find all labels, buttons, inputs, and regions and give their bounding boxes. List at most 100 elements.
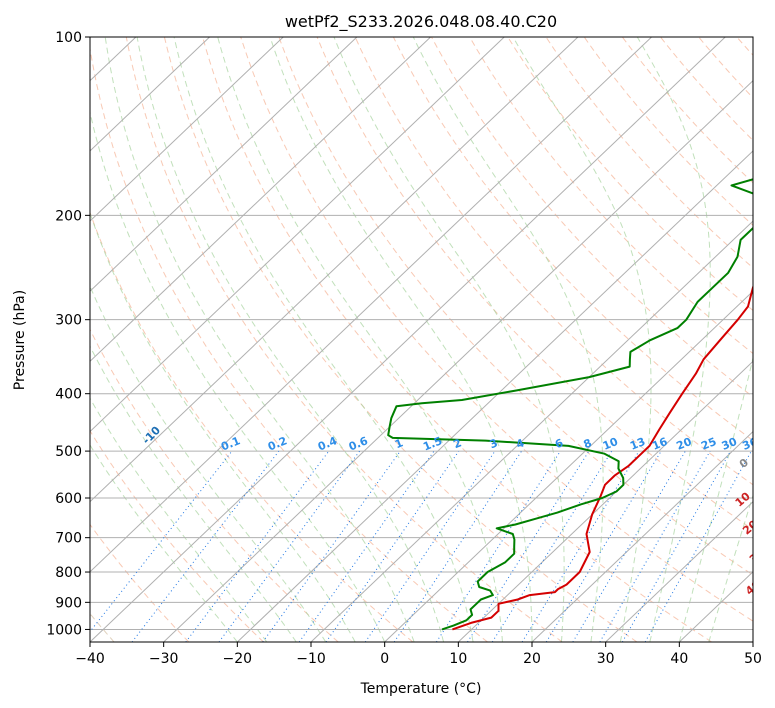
mixing-ratio-line — [491, 450, 613, 642]
x-axis-label: Temperature (°C) — [360, 681, 482, 697]
moist-adiabat — [512, 37, 652, 642]
mixing-ratio-label: 25 — [699, 435, 718, 453]
mixing-ratio-line — [90, 450, 233, 633]
y-tick-label: 400 — [55, 387, 82, 403]
x-tick-label: −20 — [223, 651, 253, 667]
mixing-ratio-label: 3 — [488, 436, 500, 451]
dry-adiabat — [392, 37, 753, 442]
moist-adiabat — [90, 397, 268, 642]
isotherm — [90, 37, 210, 152]
dewpoint-profile-line — [387, 178, 753, 631]
mixing-ratio-label: 1 — [393, 436, 405, 451]
moist-adiabat — [678, 355, 753, 642]
isotherm — [90, 37, 358, 292]
moist-adiabat — [90, 109, 386, 642]
dry-adiabat — [90, 328, 339, 642]
mixing-ratio-line — [298, 450, 435, 642]
mixing-ratio-line — [644, 450, 752, 642]
isotherm — [90, 37, 505, 433]
x-tick-label: 20 — [523, 651, 541, 667]
dry-adiabat — [354, 37, 753, 486]
isotherm — [90, 37, 579, 503]
y-tick-label: 600 — [55, 491, 82, 507]
isotherm — [384, 290, 753, 642]
mixing-ratio-lines — [90, 450, 752, 642]
mixing-ratio-label: 20 — [675, 435, 694, 453]
moist-adiabat — [90, 345, 297, 642]
isotherm — [457, 360, 753, 642]
y-tick-label: 1000 — [46, 622, 82, 638]
mixing-ratio-line — [572, 450, 686, 642]
profile-lines — [387, 178, 753, 631]
x-tick-label: −10 — [296, 651, 326, 667]
y-tick-label: 800 — [55, 565, 82, 581]
moist-adiabat — [104, 37, 415, 642]
moist-adiabat — [90, 285, 327, 642]
y-tick-label: 300 — [55, 313, 82, 329]
moist-adiabat — [217, 37, 503, 642]
x-axis-ticks: −40 −30 −20 −10 0 10 20 30 40 50 — [75, 642, 762, 667]
mixing-ratio-line — [599, 450, 711, 642]
moist-adiabat — [708, 493, 753, 642]
dry-adiabat — [90, 45, 488, 642]
moist-adiabat — [173, 37, 474, 642]
y-tick-label: 100 — [55, 30, 82, 46]
moist-adiabat — [136, 37, 445, 642]
moist-adiabat — [636, 37, 711, 642]
moist-adiabat-label: 30 — [747, 546, 767, 566]
x-tick-label: −30 — [149, 651, 179, 667]
moist-adiabat-label: 40 — [743, 578, 763, 598]
grid-lines — [90, 37, 753, 630]
skewed-isotherms — [90, 37, 753, 642]
x-tick-label: 10 — [449, 651, 467, 667]
isotherm — [90, 37, 726, 642]
isotherm — [90, 37, 284, 222]
isotherm — [236, 150, 753, 642]
dry-adiabat — [125, 37, 563, 642]
x-tick-label: 50 — [744, 651, 762, 667]
moist-adiabats — [90, 37, 753, 642]
dry-adiabat — [278, 37, 753, 576]
y-axis-label: Pressure (hPa) — [12, 290, 28, 390]
y-tick-label: 900 — [55, 595, 82, 611]
mixing-ratio-line — [621, 450, 732, 642]
temperature-profile-line — [452, 284, 753, 631]
y-tick-label: 700 — [55, 531, 82, 547]
isotherm — [531, 430, 753, 642]
isotherm — [90, 37, 431, 363]
mixing-ratio-label: 8 — [582, 436, 594, 451]
isotherm — [605, 500, 753, 642]
isotherm — [90, 37, 652, 573]
x-tick-label: 40 — [670, 651, 688, 667]
mixing-ratio-line — [262, 450, 401, 642]
x-tick-label: 0 — [380, 651, 389, 667]
y-tick-label: 500 — [55, 444, 82, 460]
dry-adiabat — [240, 37, 753, 622]
isotherm — [310, 220, 753, 642]
plot-area: 0.10.20.40.611.52346810131620253036-100-… — [90, 37, 767, 642]
x-tick-label: 30 — [597, 651, 615, 667]
mixing-ratio-label: 13 — [628, 435, 647, 453]
y-axis-ticks: 100 200 300 400 500 600 700 800 900 1000 — [46, 30, 90, 638]
mixing-ratio-line — [131, 450, 280, 642]
mixing-ratio-label: 36 — [741, 435, 760, 453]
mixing-ratio-line — [364, 450, 496, 642]
mixing-ratio-label: 16 — [650, 435, 669, 453]
mixing-ratio-label: 30 — [720, 435, 739, 453]
isotherm — [163, 80, 753, 642]
dry-adiabat — [469, 37, 753, 355]
y-tick-label: 200 — [55, 208, 82, 224]
x-tick-label: −40 — [75, 651, 105, 667]
mixing-ratio-label: 2 — [451, 436, 463, 451]
mixing-ratio-line — [467, 450, 590, 642]
dry-adiabat — [163, 37, 638, 642]
chart-title: wetPf2_S233.2026.048.08.40.C20 — [285, 12, 557, 32]
moist-adiabat — [333, 37, 565, 642]
moist-adiabat — [90, 211, 356, 642]
moist-adiabat — [90, 444, 238, 642]
dry-adiabat — [431, 37, 753, 398]
mixing-ratio-line — [325, 450, 460, 642]
mixing-ratio-label: 10 — [601, 435, 620, 453]
